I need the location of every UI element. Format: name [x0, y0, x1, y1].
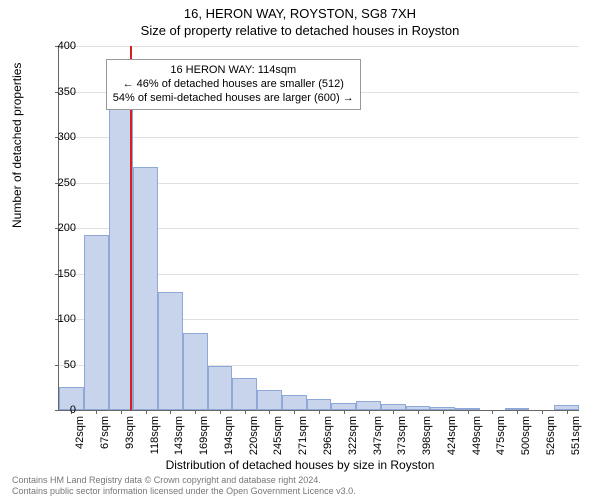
xtick-label: 424sqm: [446, 416, 458, 455]
xtick-mark: [146, 410, 147, 414]
histogram-bar: [232, 378, 257, 410]
xtick-label: 296sqm: [322, 416, 334, 455]
xtick-mark: [418, 410, 419, 414]
xtick-mark: [245, 410, 246, 414]
page-subtitle: Size of property relative to detached ho…: [0, 21, 600, 38]
histogram-bar: [158, 292, 183, 410]
histogram-bar: [356, 401, 381, 410]
histogram-bar: [133, 167, 158, 410]
xtick-label: 169sqm: [198, 416, 210, 455]
histogram-bar: [331, 403, 356, 410]
y-axis-label: Number of detached properties: [10, 63, 24, 228]
annotation-line: 54% of semi-detached houses are larger (…: [113, 91, 354, 105]
xtick-label: 271sqm: [297, 416, 309, 455]
xtick-label: 245sqm: [272, 416, 284, 455]
xtick-label: 220sqm: [248, 416, 260, 455]
xtick-mark: [443, 410, 444, 414]
xtick-label: 118sqm: [149, 416, 161, 454]
xtick-mark: [294, 410, 295, 414]
page-title: 16, HERON WAY, ROYSTON, SG8 7XH: [0, 0, 600, 21]
xtick-mark: [344, 410, 345, 414]
ytick-label: 50: [46, 359, 76, 371]
xtick-label: 398sqm: [421, 416, 433, 455]
xtick-mark: [269, 410, 270, 414]
x-axis-label: Distribution of detached houses by size …: [0, 458, 600, 472]
ytick-label: 150: [46, 268, 76, 280]
annotation-line: ← 46% of detached houses are smaller (51…: [113, 77, 354, 91]
histogram-bar: [307, 399, 332, 410]
xtick-label: 475sqm: [495, 416, 507, 455]
xtick-label: 551sqm: [570, 416, 582, 455]
xtick-mark: [492, 410, 493, 414]
xtick-mark: [468, 410, 469, 414]
attribution-line2: Contains public sector information licen…: [12, 486, 356, 496]
xtick-label: 347sqm: [372, 416, 384, 455]
xtick-label: 500sqm: [520, 416, 532, 455]
xtick-label: 93sqm: [124, 416, 136, 449]
ytick-label: 300: [46, 131, 76, 143]
xtick-label: 194sqm: [223, 416, 235, 455]
xtick-mark: [567, 410, 568, 414]
histogram-bar: [84, 235, 109, 410]
xtick-mark: [542, 410, 543, 414]
xtick-label: 143sqm: [173, 416, 185, 455]
attribution-text: Contains HM Land Registry data © Crown c…: [12, 475, 356, 497]
xtick-label: 322sqm: [347, 416, 359, 455]
attribution-line1: Contains HM Land Registry data © Crown c…: [12, 475, 321, 485]
xtick-mark: [369, 410, 370, 414]
xtick-mark: [121, 410, 122, 414]
xtick-mark: [195, 410, 196, 414]
gridline: [59, 137, 579, 138]
ytick-label: 100: [46, 313, 76, 325]
histogram-bar: [208, 366, 233, 410]
histogram-plot: 16 HERON WAY: 114sqm← 46% of detached ho…: [58, 46, 579, 411]
histogram-bar: [183, 333, 208, 410]
xtick-mark: [319, 410, 320, 414]
xtick-mark: [96, 410, 97, 414]
histogram-bar: [257, 390, 282, 410]
annotation-line: 16 HERON WAY: 114sqm: [113, 63, 354, 77]
annotation-box: 16 HERON WAY: 114sqm← 46% of detached ho…: [106, 59, 361, 110]
xtick-mark: [220, 410, 221, 414]
xtick-label: 67sqm: [99, 416, 111, 449]
ytick-label: 250: [46, 177, 76, 189]
xtick-mark: [393, 410, 394, 414]
ytick-label: 200: [46, 222, 76, 234]
xtick-label: 42sqm: [74, 416, 86, 449]
xtick-label: 373sqm: [396, 416, 408, 455]
xtick-label: 526sqm: [545, 416, 557, 455]
histogram-bar: [282, 395, 307, 410]
ytick-label: 350: [46, 86, 76, 98]
xtick-mark: [170, 410, 171, 414]
ytick-label: 400: [46, 40, 76, 52]
xtick-label: 449sqm: [471, 416, 483, 455]
ytick-label: 0: [46, 404, 76, 416]
gridline: [59, 46, 579, 47]
xtick-mark: [517, 410, 518, 414]
